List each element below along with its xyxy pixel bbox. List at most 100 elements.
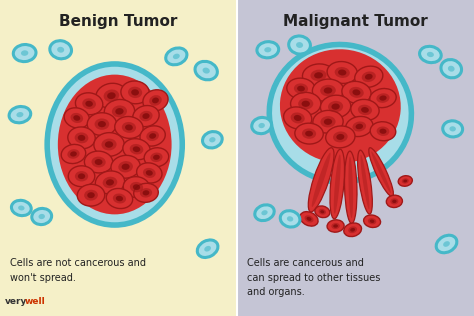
Ellipse shape <box>95 118 109 130</box>
Ellipse shape <box>324 118 332 125</box>
Ellipse shape <box>441 59 462 78</box>
Ellipse shape <box>353 121 366 131</box>
Ellipse shape <box>75 93 103 115</box>
Ellipse shape <box>202 131 222 148</box>
Ellipse shape <box>204 246 211 252</box>
Ellipse shape <box>255 205 274 221</box>
Ellipse shape <box>122 122 136 133</box>
Ellipse shape <box>17 112 23 117</box>
Ellipse shape <box>131 89 139 95</box>
Ellipse shape <box>338 70 346 76</box>
Ellipse shape <box>125 125 133 131</box>
Ellipse shape <box>118 161 133 173</box>
Ellipse shape <box>152 98 159 103</box>
FancyBboxPatch shape <box>237 0 474 316</box>
Ellipse shape <box>78 135 85 141</box>
Ellipse shape <box>105 141 113 148</box>
Ellipse shape <box>252 118 272 134</box>
Ellipse shape <box>85 101 93 107</box>
Ellipse shape <box>291 92 321 115</box>
Ellipse shape <box>149 133 156 139</box>
Ellipse shape <box>319 209 326 215</box>
Ellipse shape <box>403 179 407 182</box>
Ellipse shape <box>77 184 105 206</box>
Ellipse shape <box>350 228 355 232</box>
Ellipse shape <box>376 93 390 103</box>
Ellipse shape <box>315 206 330 218</box>
Ellipse shape <box>377 126 389 136</box>
Text: Cells are not cancerous and
won't spread.: Cells are not cancerous and won't spread… <box>10 258 146 283</box>
Ellipse shape <box>130 182 143 192</box>
Text: Malignant Tumor: Malignant Tumor <box>283 14 428 29</box>
Ellipse shape <box>369 148 393 197</box>
Ellipse shape <box>202 68 210 74</box>
Ellipse shape <box>94 133 124 156</box>
Ellipse shape <box>18 205 25 210</box>
Ellipse shape <box>140 126 165 146</box>
Ellipse shape <box>334 155 341 214</box>
Ellipse shape <box>328 101 343 112</box>
Ellipse shape <box>320 116 336 127</box>
Ellipse shape <box>143 168 155 178</box>
Ellipse shape <box>61 144 86 164</box>
Ellipse shape <box>11 200 31 216</box>
Ellipse shape <box>98 121 106 127</box>
Ellipse shape <box>269 45 411 182</box>
Ellipse shape <box>294 83 308 94</box>
Ellipse shape <box>130 144 143 155</box>
Ellipse shape <box>310 70 327 81</box>
Ellipse shape <box>95 171 125 194</box>
Ellipse shape <box>67 149 80 159</box>
Ellipse shape <box>298 98 313 109</box>
Ellipse shape <box>362 71 376 82</box>
FancyBboxPatch shape <box>0 0 237 316</box>
Ellipse shape <box>146 131 159 141</box>
Ellipse shape <box>364 215 381 228</box>
Ellipse shape <box>297 86 305 91</box>
Ellipse shape <box>449 126 456 131</box>
Ellipse shape <box>70 151 77 157</box>
Ellipse shape <box>331 223 340 229</box>
Ellipse shape <box>344 223 362 237</box>
Ellipse shape <box>95 159 102 165</box>
Text: well: well <box>25 297 46 306</box>
Ellipse shape <box>356 124 363 129</box>
Ellipse shape <box>296 42 303 48</box>
Ellipse shape <box>166 48 187 65</box>
Ellipse shape <box>302 128 316 139</box>
Ellipse shape <box>123 177 150 198</box>
Ellipse shape <box>50 41 72 59</box>
Text: very: very <box>5 297 27 306</box>
Ellipse shape <box>21 50 28 56</box>
Ellipse shape <box>353 89 360 95</box>
Ellipse shape <box>443 121 463 137</box>
Ellipse shape <box>330 149 345 219</box>
Ellipse shape <box>101 139 117 150</box>
Ellipse shape <box>68 127 95 149</box>
Ellipse shape <box>78 173 85 179</box>
Ellipse shape <box>103 177 117 188</box>
Ellipse shape <box>209 137 216 143</box>
Ellipse shape <box>121 81 149 104</box>
Ellipse shape <box>96 83 127 108</box>
Ellipse shape <box>280 211 300 227</box>
Ellipse shape <box>295 123 323 144</box>
Ellipse shape <box>104 100 135 123</box>
Ellipse shape <box>327 220 344 232</box>
Ellipse shape <box>365 74 373 80</box>
Ellipse shape <box>355 66 383 87</box>
Ellipse shape <box>302 64 335 87</box>
Ellipse shape <box>448 66 455 72</box>
Ellipse shape <box>91 156 106 167</box>
Ellipse shape <box>402 178 409 184</box>
Ellipse shape <box>195 61 218 80</box>
Ellipse shape <box>391 198 398 204</box>
Ellipse shape <box>75 132 88 143</box>
Ellipse shape <box>9 106 31 123</box>
Ellipse shape <box>346 116 373 137</box>
Ellipse shape <box>106 188 133 209</box>
Ellipse shape <box>308 148 334 212</box>
Ellipse shape <box>75 171 88 181</box>
Ellipse shape <box>137 163 162 183</box>
Ellipse shape <box>357 150 373 214</box>
